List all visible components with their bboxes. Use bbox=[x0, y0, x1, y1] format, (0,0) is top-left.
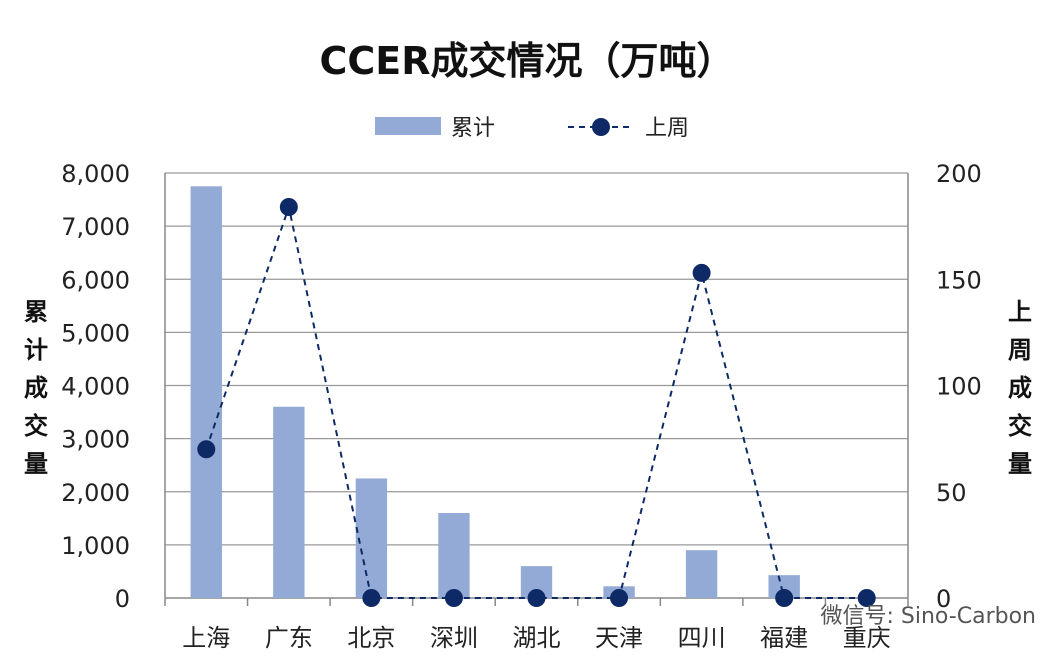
x-tick-label: 湖北 bbox=[513, 624, 561, 652]
x-tick-label: 重庆 bbox=[843, 624, 891, 652]
y-right-axis-label-char: 周 bbox=[1008, 336, 1032, 364]
legend-label-bar: 累计 bbox=[451, 116, 495, 141]
line-point-3 bbox=[362, 589, 381, 607]
bar-3 bbox=[355, 478, 388, 598]
line-point-2 bbox=[279, 198, 298, 216]
y-right-tick-label: 0 bbox=[936, 585, 951, 613]
y-left-tick-label: 5,000 bbox=[61, 319, 130, 347]
line-point-8 bbox=[775, 589, 794, 607]
y-left-tick-label: 1,000 bbox=[61, 532, 130, 560]
y-left-axis-label-char: 量 bbox=[24, 450, 48, 478]
x-tick-label: 广东 bbox=[265, 624, 313, 652]
y-right-tick-label: 50 bbox=[936, 479, 967, 507]
legend-marker-line bbox=[592, 118, 610, 136]
legend-label-line: 上周 bbox=[645, 116, 689, 141]
x-tick-label: 四川 bbox=[678, 624, 726, 652]
legend-swatch-bar bbox=[375, 117, 441, 135]
y-left-axis-label-char: 交 bbox=[24, 412, 48, 440]
y-left-axis-label-char: 计 bbox=[24, 336, 48, 364]
line-point-6 bbox=[610, 589, 629, 607]
line-point-5 bbox=[527, 589, 546, 607]
series-line-weekly bbox=[205, 203, 867, 599]
line-point-1 bbox=[197, 440, 216, 459]
chart-title: CCER成交情况（万吨） bbox=[319, 39, 735, 83]
y-left-tick-label: 3,000 bbox=[61, 426, 130, 454]
y-left-tick-label: 4,000 bbox=[61, 373, 130, 401]
y-left-axis-label-char: 累 bbox=[24, 298, 48, 326]
y-right-axis-label-char: 成 bbox=[1008, 374, 1032, 402]
bar-7 bbox=[685, 550, 718, 598]
y-left-tick-label: 2,000 bbox=[61, 479, 130, 507]
y-right-tick-label: 200 bbox=[936, 160, 982, 188]
x-tick-label: 深圳 bbox=[430, 624, 478, 652]
y-right-axis-label-char: 上 bbox=[1008, 298, 1032, 326]
bar-4 bbox=[438, 513, 470, 598]
y-right-axis-label-char: 量 bbox=[1008, 450, 1032, 478]
x-tick-label: 天津 bbox=[595, 624, 643, 652]
line-point-4 bbox=[444, 589, 463, 607]
watermark-text: 微信号: Sino-Carbon bbox=[820, 604, 1037, 629]
y-right-tick-label: 150 bbox=[936, 266, 982, 294]
bar-2 bbox=[273, 406, 305, 598]
x-tick-label: 上海 bbox=[182, 624, 230, 652]
y-left-tick-label: 7,000 bbox=[61, 213, 130, 241]
bar-1 bbox=[190, 186, 222, 598]
y-left-tick-label: 6,000 bbox=[61, 266, 130, 294]
y-right-tick-label: 100 bbox=[936, 373, 982, 401]
x-tick-label: 北京 bbox=[347, 624, 395, 652]
line-point-9 bbox=[857, 589, 876, 607]
bar-8 bbox=[768, 575, 800, 598]
line-point-7 bbox=[692, 263, 711, 282]
y-left-axis-label-char: 成 bbox=[24, 374, 48, 402]
y-right-axis-label-char: 交 bbox=[1008, 412, 1032, 440]
y-left-tick-label: 8,000 bbox=[61, 160, 130, 188]
x-tick-label: 福建 bbox=[760, 624, 808, 652]
y-left-tick-label: 0 bbox=[115, 585, 130, 613]
